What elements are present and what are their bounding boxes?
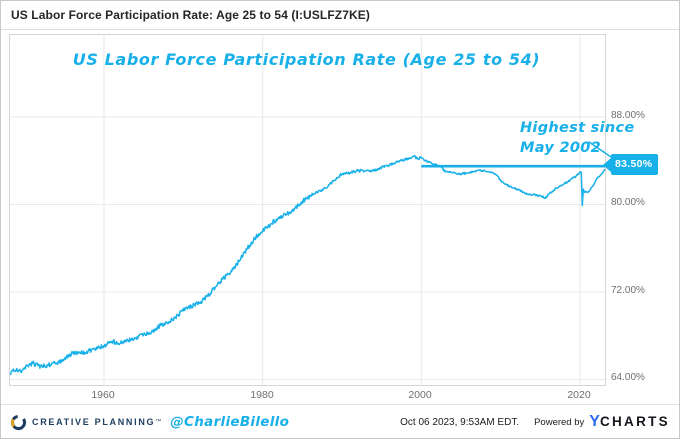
x-axis-tick: 2020 <box>567 389 591 401</box>
chart-title: US Labor Force Participation Rate (Age 2… <box>72 50 541 69</box>
creative-planning-logo-icon <box>10 414 27 430</box>
ycharts-logo: Y CHARTS <box>589 413 670 431</box>
y-axis-tick: 80.00% <box>611 197 645 208</box>
footer: CREATIVE PLANNING ™ @CharlieBilello Oct 0… <box>1 405 679 438</box>
y-axis-tick: 64.00% <box>611 372 645 383</box>
plot-area <box>9 34 606 386</box>
footer-branding: CREATIVE PLANNING ™ @CharlieBilello <box>10 414 289 431</box>
annotation-line-1: Highest since <box>520 120 635 136</box>
creative-planning-wordmark: CREATIVE PLANNING <box>32 417 156 427</box>
last-value-badge: 83.50% <box>603 154 659 175</box>
footer-divider <box>1 404 679 405</box>
ycharts-logo-y: Y <box>589 413 600 430</box>
x-axis-tick: 1980 <box>250 389 274 401</box>
last-value-label: 83.50% <box>611 154 659 175</box>
x-axis-tick: 2000 <box>408 389 432 401</box>
powered-by-label: Powered by <box>534 416 585 428</box>
y-axis-tick: 72.00% <box>611 285 645 296</box>
ycharts-logo-charts: CHARTS <box>599 414 670 429</box>
page-title: US Labor Force Participation Rate: Age 2… <box>11 8 370 22</box>
footer-attribution: Oct 06 2023, 9:53AM EDT. Powered by Y CH… <box>400 413 670 431</box>
badge-pointer-icon <box>603 157 611 172</box>
annotation-highest-since: Highest since May 2002 <box>520 118 635 158</box>
x-axis-tick: 1960 <box>91 389 115 401</box>
chart-canvas <box>10 35 605 385</box>
annotation-arrow-icon <box>588 141 615 160</box>
annotation-line-2: May 2002 <box>520 140 602 156</box>
trademark-symbol: ™ <box>155 419 162 425</box>
timestamp: Oct 06 2023, 9:53AM EDT. <box>400 416 520 428</box>
twitter-handle: @CharlieBilello <box>170 414 290 430</box>
y-axis-tick: 88.00% <box>611 110 645 121</box>
header: US Labor Force Participation Rate: Age 2… <box>1 1 679 30</box>
